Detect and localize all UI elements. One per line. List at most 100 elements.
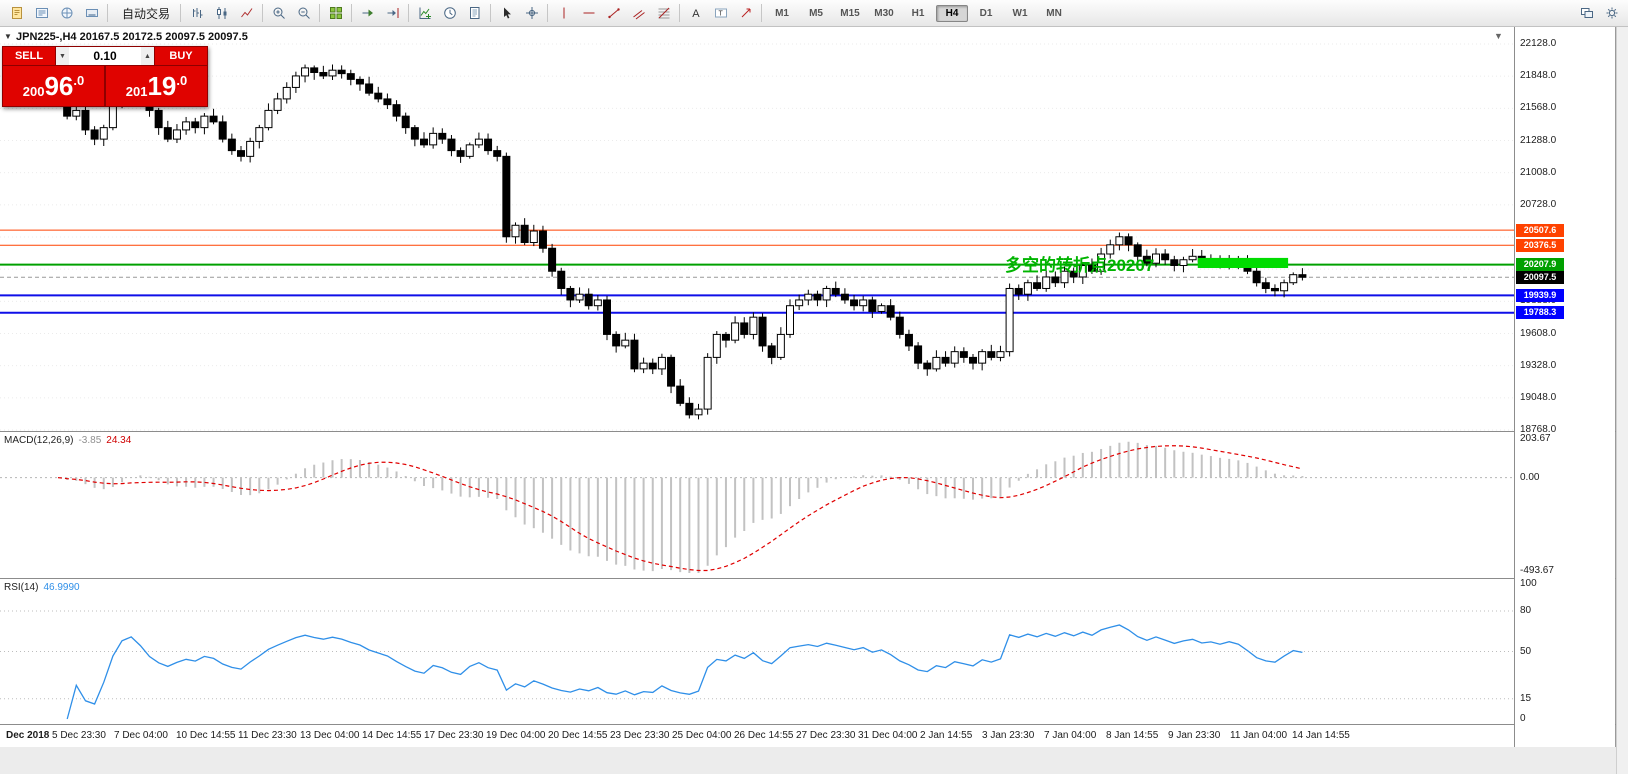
equidistant-channel-button[interactable] xyxy=(626,1,651,25)
timeframe-w1-button[interactable]: W1 xyxy=(1012,7,1028,19)
crosshair-button[interactable] xyxy=(519,1,544,25)
options-button[interactable] xyxy=(1599,1,1624,25)
panel-separator[interactable] xyxy=(0,578,1616,579)
candle-body xyxy=(548,247,557,272)
market-watch-button[interactable] xyxy=(29,1,54,25)
timeframe-m5-button[interactable]: M5 xyxy=(809,7,823,19)
price-chart[interactable] xyxy=(0,27,1514,431)
chart-shift-button[interactable] xyxy=(380,1,405,25)
text-button[interactable]: A xyxy=(683,1,708,25)
volume-decrease-button[interactable]: ▼ xyxy=(56,47,69,65)
fibonacci-icon xyxy=(658,7,670,19)
vertical-line-button[interactable] xyxy=(551,1,576,25)
candle-body xyxy=(502,155,511,238)
terminal-button[interactable] xyxy=(79,1,104,25)
cursor-button[interactable] xyxy=(494,1,519,25)
candle-body xyxy=(1270,287,1279,292)
highlight-rectangle[interactable] xyxy=(1197,257,1289,269)
autotrading-button[interactable]: 自动交易 xyxy=(111,1,177,25)
candle-body xyxy=(648,362,657,370)
rsi-panel[interactable] xyxy=(0,579,1514,724)
time-axis-label: 20 Dec 14:55 xyxy=(548,730,608,741)
text-label-button[interactable]: T xyxy=(708,1,733,25)
templates-button[interactable] xyxy=(462,1,487,25)
candle-body xyxy=(511,224,520,238)
arrows-button[interactable] xyxy=(733,1,758,25)
volume-increase-button[interactable]: ▲ xyxy=(141,47,154,65)
candle-body xyxy=(337,69,346,75)
panel-separator[interactable] xyxy=(0,431,1616,432)
macd-signal-value: 24.34 xyxy=(106,435,132,446)
candle-body xyxy=(557,270,566,289)
line-chart-button[interactable] xyxy=(234,1,259,25)
timeframe-d1-button[interactable]: D1 xyxy=(979,7,993,19)
tile-windows-button[interactable] xyxy=(323,1,348,25)
buy-button[interactable]: BUY xyxy=(154,46,208,66)
grid-layer xyxy=(0,43,1514,431)
rsi-axis-label: 15 xyxy=(1520,692,1532,704)
timeframe-m15-button[interactable]: M15 xyxy=(840,7,860,19)
windows-button[interactable] xyxy=(1574,1,1599,25)
volume-input[interactable] xyxy=(69,47,141,65)
timeframe-mn-button[interactable]: MN xyxy=(1046,7,1062,19)
indicators-button[interactable] xyxy=(412,1,437,25)
candle-body xyxy=(255,127,264,142)
macd-panel[interactable] xyxy=(0,432,1514,578)
candle-body xyxy=(484,138,493,152)
candle-body xyxy=(941,356,950,364)
timeframe-m1-button[interactable]: M1 xyxy=(775,7,789,19)
navigator-button[interactable] xyxy=(54,1,79,25)
candle-body xyxy=(355,78,364,85)
candle-body xyxy=(621,339,630,347)
candle-body xyxy=(1261,282,1270,289)
candle-body xyxy=(767,345,776,358)
bar-chart-button[interactable] xyxy=(184,1,209,25)
svg-text:T: T xyxy=(718,11,723,18)
candle-body xyxy=(868,299,877,312)
toolbar-separator xyxy=(679,4,681,22)
candle-body xyxy=(804,293,813,301)
buy-price-prefix: 201 xyxy=(125,84,148,99)
candle-body xyxy=(1179,259,1188,266)
price-axis-label: 19048.0 xyxy=(1520,391,1557,403)
time-axis[interactable]: Dec 2018 5 Dec 23:30 7 Dec 04:00 10 Dec 14:… xyxy=(0,725,1514,747)
sell-price[interactable]: 200 96 .0 xyxy=(2,66,105,107)
sell-button[interactable]: SELL xyxy=(2,46,56,66)
timeframe-h1-button[interactable]: H1 xyxy=(911,7,925,19)
periods-button[interactable] xyxy=(437,1,462,25)
window-scrollbar[interactable] xyxy=(1616,27,1628,774)
candle-body xyxy=(447,138,456,152)
chart-window[interactable]: 22128.0 21848.0 21568.0 21288.0 21008.0 20728… xyxy=(0,27,1616,747)
chart-annotation-text[interactable]: 多空的转折点20207 xyxy=(1005,256,1155,275)
horizontal-line-button[interactable] xyxy=(576,1,601,25)
candle-body xyxy=(877,305,886,312)
chart-dropdown-icon[interactable]: ▼ xyxy=(1494,31,1503,41)
candle-body xyxy=(374,92,383,100)
candle-body xyxy=(685,402,694,416)
candlestick-chart-button[interactable] xyxy=(209,1,234,25)
zoom-out-button[interactable] xyxy=(291,1,316,25)
candle-body xyxy=(703,356,712,410)
trendline-button[interactable] xyxy=(601,1,626,25)
price-axis[interactable]: 22128.0 21848.0 21568.0 21288.0 21008.0 20728… xyxy=(1514,27,1615,747)
candle-body xyxy=(959,351,968,358)
panel-separator[interactable] xyxy=(0,724,1616,725)
new-order-button[interactable] xyxy=(4,1,29,25)
candle-body xyxy=(1133,244,1142,257)
timeframe-m30-button[interactable]: M30 xyxy=(874,7,894,19)
candle-body xyxy=(365,83,374,94)
candle-body xyxy=(822,287,831,301)
toolbar-separator xyxy=(262,4,264,22)
zoom-in-button[interactable] xyxy=(266,1,291,25)
time-axis-label: 25 Dec 04:00 xyxy=(672,730,732,741)
one-click-toggle-icon[interactable]: ▼ xyxy=(4,32,12,41)
candle-body xyxy=(90,129,99,140)
fibonacci-button[interactable] xyxy=(651,1,676,25)
buy-price[interactable]: 201 19 .0 xyxy=(105,66,208,107)
auto-scroll-button[interactable] xyxy=(355,1,380,25)
zoom-out-icon xyxy=(298,7,310,19)
candle-body xyxy=(996,351,1005,358)
vertical-line-icon xyxy=(563,7,565,19)
candle-body xyxy=(1280,282,1289,292)
timeframe-h4-button[interactable]: H4 xyxy=(936,4,969,22)
